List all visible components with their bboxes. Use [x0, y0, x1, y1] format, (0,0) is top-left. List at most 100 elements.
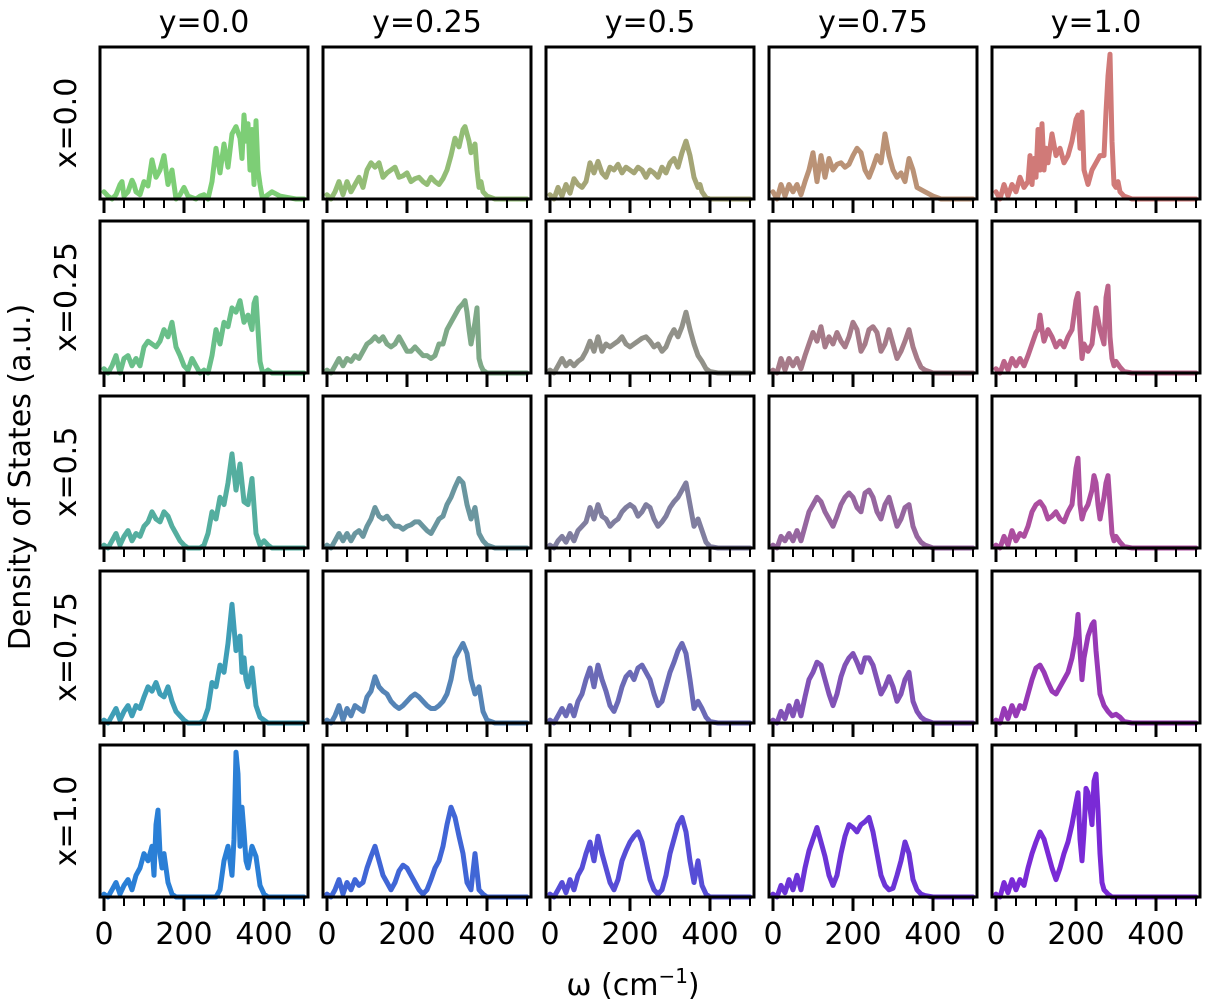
- x-tick-label: 200: [1047, 917, 1104, 952]
- dos-series-line: [101, 451, 307, 551]
- dos-series-line: [324, 476, 530, 551]
- panel-frame: [98, 45, 310, 201]
- panel: [990, 743, 1202, 911]
- row-labels: x=0.0 x=0.25 x=0.5 x=0.75 x=1.0: [49, 78, 84, 867]
- panel: [767, 45, 979, 213]
- row-label: x=0.0: [49, 78, 84, 169]
- panel-frame: [544, 394, 756, 550]
- panel: [544, 394, 756, 562]
- dos-series-line: [324, 124, 530, 202]
- x-axis-label-superscript: −1: [658, 964, 687, 988]
- x-tick-label: 0: [986, 917, 1005, 952]
- panel-frame: [321, 743, 533, 899]
- dos-series-line: [547, 814, 753, 900]
- panel-frame: [990, 219, 1202, 375]
- column-title: y=0.25: [372, 5, 482, 40]
- dos-series-line: [993, 455, 1199, 551]
- column-title: y=0.5: [605, 5, 696, 40]
- panel-frame: [767, 219, 979, 375]
- panel-frame: [767, 394, 979, 550]
- panel: [767, 569, 979, 737]
- x-tick-label: 400: [235, 917, 292, 952]
- panel: [321, 219, 533, 387]
- row-label: x=1.0: [49, 776, 84, 867]
- x-tick-label: 0: [94, 917, 113, 952]
- panel-frame: [990, 743, 1202, 899]
- panel: [321, 45, 533, 213]
- x-axis-label-close: ): [688, 968, 700, 1003]
- dos-series-line: [101, 749, 307, 900]
- panel: [98, 569, 310, 737]
- x-tick-label: 400: [681, 917, 738, 952]
- panel: [990, 394, 1202, 562]
- dos-series-line: [324, 298, 530, 376]
- dos-series-line: [770, 319, 976, 376]
- panel-frame: [98, 219, 310, 375]
- panel: [990, 45, 1202, 213]
- dos-series-line: [993, 283, 1199, 376]
- column-titles: y=0.0 y=0.25 y=0.5 y=0.75 y=1.0: [159, 5, 1142, 40]
- panel-frame: [990, 45, 1202, 201]
- panel: [767, 394, 979, 562]
- panel: [98, 394, 310, 562]
- panel-frame: [767, 45, 979, 201]
- panel-frame: [544, 569, 756, 725]
- dos-series-line: [547, 309, 753, 376]
- panel: [544, 219, 756, 387]
- dos-series-line: [101, 112, 307, 202]
- panel: [544, 743, 756, 911]
- panel-frame: [544, 743, 756, 899]
- dos-series-line: [324, 640, 530, 726]
- panel-grid: [98, 45, 1202, 911]
- panel-frame: [321, 219, 533, 375]
- panel-frame: [321, 45, 533, 201]
- panel-frame: [98, 743, 310, 899]
- panel-frame: [321, 569, 533, 725]
- panel: [990, 569, 1202, 737]
- panel-frame: [990, 394, 1202, 550]
- column-title: y=0.0: [159, 5, 250, 40]
- x-tick-label: 400: [1127, 917, 1184, 952]
- dos-series-line: [547, 480, 753, 551]
- panel-frame: [544, 219, 756, 375]
- panel-frame: [321, 394, 533, 550]
- dos-series-line: [547, 138, 753, 202]
- panel: [98, 743, 310, 911]
- x-tick-labels: 0 200 400 0 200 400 0 200 400 0 200 400 0 200 400: [94, 917, 1184, 952]
- x-tick-label: 200: [824, 917, 881, 952]
- panel: [98, 45, 310, 213]
- panel-frame: [767, 743, 979, 899]
- x-tick-label: 400: [904, 917, 961, 952]
- row-label: x=0.25: [49, 242, 84, 352]
- panel: [98, 219, 310, 387]
- x-tick-label: 200: [155, 917, 212, 952]
- x-tick-label: 200: [601, 917, 658, 952]
- x-tick-label: 400: [458, 917, 515, 952]
- panel: [767, 743, 979, 911]
- y-axis-label: Density of States (a.u.): [3, 304, 38, 651]
- panel: [544, 569, 756, 737]
- panel-frame: [990, 569, 1202, 725]
- dos-series-line: [993, 51, 1199, 202]
- x-axis-label-main: ω (cm: [566, 968, 658, 1003]
- dos-series-line: [324, 804, 530, 900]
- dos-series-line: [993, 611, 1199, 726]
- panel: [544, 45, 756, 213]
- dos-series-line: [770, 814, 976, 900]
- column-title: y=0.75: [818, 5, 928, 40]
- panel-frame: [98, 569, 310, 725]
- panel-frame: [767, 569, 979, 725]
- panel: [321, 569, 533, 737]
- panel: [321, 743, 533, 911]
- x-axis-label: ω (cm−1): [566, 964, 699, 1003]
- dos-series-line: [101, 295, 307, 376]
- panel: [767, 219, 979, 387]
- dos-series-line: [547, 640, 753, 726]
- dos-series-line: [993, 771, 1199, 900]
- x-tick-label: 0: [540, 917, 559, 952]
- dos-series-line: [770, 487, 976, 551]
- dos-series-line: [770, 131, 976, 202]
- row-label: x=0.75: [49, 592, 84, 702]
- panel: [321, 394, 533, 562]
